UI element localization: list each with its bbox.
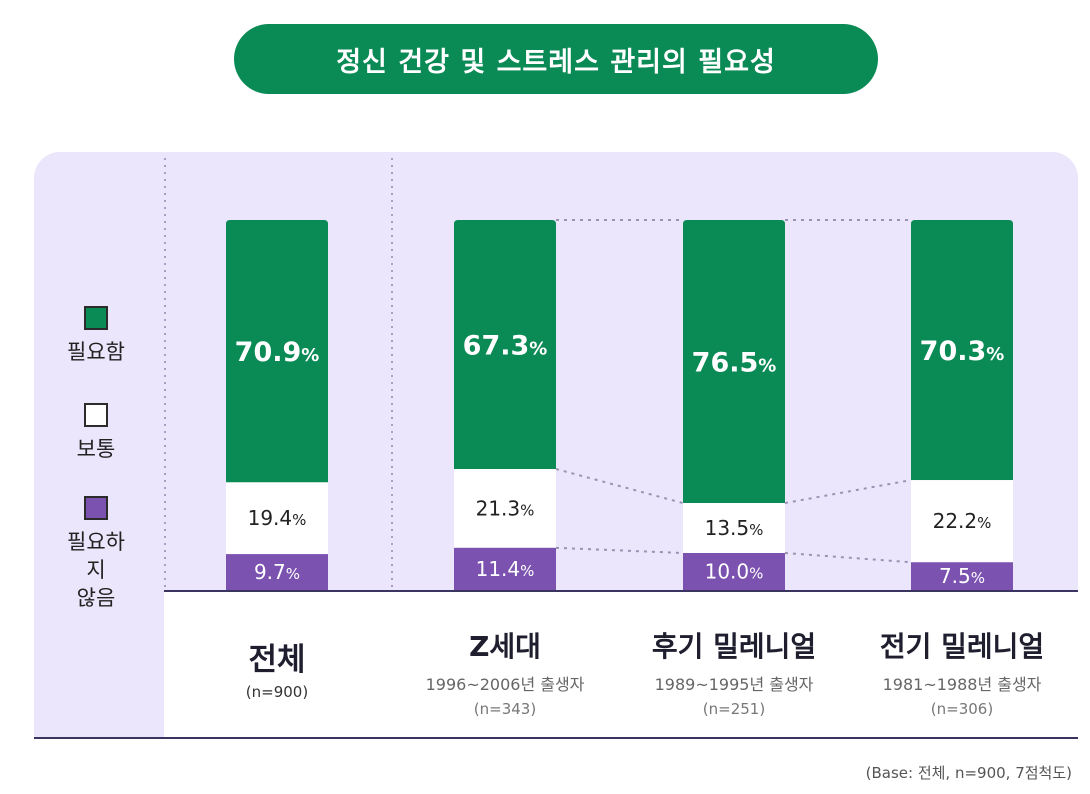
category-years: 1989~1995년 출생자 [655,675,814,694]
connector-line [555,468,684,505]
legend-label-need: 필요함 [67,340,125,364]
source-note: (Base: 전체, n=900, 7점척도) [865,764,1072,782]
data-label: 70.3% [920,336,1005,367]
data-label: 13.5% [705,516,764,540]
bar-segment [454,220,556,470]
category-n: (n=306) [931,700,993,718]
connector-line [784,552,912,564]
category-label: 전체 [248,642,305,678]
bar-segment [911,480,1013,563]
bar-segment [454,469,556,548]
bar-segment [226,482,328,555]
bar-segment [911,220,1013,481]
chart-baseline [164,590,1078,592]
data-label: 19.4% [248,506,307,530]
category-label: 후기 밀레니얼 [652,630,816,663]
legend-item-neutral: 보통 [58,403,134,463]
bar-segment [454,547,556,590]
bar-segment [226,554,328,590]
data-label: 67.3% [463,331,548,362]
legend-swatch-need [84,306,108,330]
legend-swatch-neutral [84,403,108,427]
data-label: 70.9% [235,337,320,368]
legend-item-need: 필요함 [58,306,134,366]
data-label: 11.4% [476,557,535,581]
bar-segment [683,220,785,504]
legend-column-base [34,590,164,738]
legend-label-not-need: 필요하지 않음 [67,530,125,610]
bar-segment [226,220,328,483]
data-label: 9.7% [254,560,300,584]
data-label: 22.2% [933,509,992,533]
category-label: Z세대 [469,630,541,663]
category-n: (n=343) [474,700,536,718]
bar-segment [683,503,785,553]
category-n: (n=251) [703,700,765,718]
data-label: 21.3% [476,496,535,520]
connector-line [784,479,912,505]
category-years: 1981~1988년 출생자 [883,675,1042,694]
data-label: 7.5% [939,564,985,588]
legend-item-not-need: 필요하지 않음 [58,496,134,612]
category-years: 1996~2006년 출생자 [426,675,585,694]
category-label: 전기 밀레니얼 [880,630,1044,663]
data-label: 10.0% [705,560,764,584]
legend-label-neutral: 보통 [76,437,116,461]
footer-line [34,737,1078,739]
legend-swatch-not-need [84,496,108,520]
connector-line [555,546,684,554]
category-n: (n=900) [246,683,308,701]
bar-segment [683,553,785,590]
bar-segment [911,562,1013,590]
chart-title: 정신 건강 및 스트레스 관리의 필요성 [336,46,776,78]
data-label: 76.5% [692,348,777,379]
title-banner: 정신 건강 및 스트레스 관리의 필요성 [234,24,878,94]
